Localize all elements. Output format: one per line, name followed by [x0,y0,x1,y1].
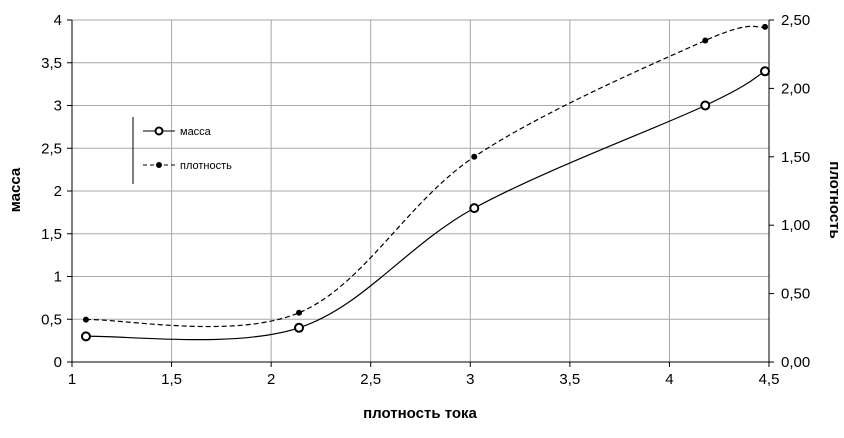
x-tick-label: 1 [68,371,76,388]
y2-tick-label: 2,00 [781,80,810,97]
y2-axis-ticks: 0,00 0,50 1,00 1,50 2,00 2,50 [769,12,810,371]
x-axis-title: плотность тока [363,405,477,422]
y2-tick-label: 0,00 [781,354,810,371]
x-axis-ticks: 1 1,5 2 2,5 3 3,5 4 4,5 [68,362,780,388]
x-tick-label: 2,5 [360,371,381,388]
grid-lines [72,19,770,362]
data-point [82,316,89,323]
data-point [760,66,771,77]
series-line [85,70,766,341]
y-tick-label: 3,5 [41,55,62,72]
y-tick-label: 0,5 [41,311,62,328]
x-tick-label: 4,5 [759,371,780,388]
data-point [471,153,478,160]
data-point [762,23,769,30]
data-point [294,322,305,333]
y-tick-label: 4 [54,12,62,29]
legend-label-density: плотность [180,160,232,172]
legend-marker-density [156,162,162,168]
data-point [296,309,303,316]
y-tick-label: 0 [54,354,62,371]
y2-axis-title: плотность [826,161,843,238]
data-point [700,100,711,111]
x-tick-label: 4 [665,371,673,388]
y2-tick-label: 1,50 [781,149,810,166]
legend-marker-mass [154,126,164,136]
y-axis-ticks: 0 0,5 1 1,5 2 2,5 3 3,5 4 [41,12,72,371]
data-point [469,203,480,214]
series-mass [80,66,771,342]
y2-tick-label: 2,50 [781,12,810,29]
data-point [80,331,91,342]
y-tick-label: 2,5 [41,140,62,157]
series-line [85,25,766,328]
y-tick-label: 3 [54,98,62,115]
y2-tick-label: 0,50 [781,286,810,303]
x-tick-label: 3,5 [559,371,580,388]
series-layer [80,23,771,342]
data-point [702,37,709,44]
series-density [82,23,769,328]
y-axis-title: масса [7,167,24,212]
y-tick-label: 1,5 [41,226,62,243]
y-tick-label: 1 [54,269,62,286]
x-tick-label: 3 [466,371,474,388]
y-tick-label: 2 [54,183,62,200]
x-tick-label: 2 [267,371,275,388]
legend: масса плотность [132,117,232,184]
y2-tick-label: 1,00 [781,217,810,234]
legend-label-mass: масса [180,126,212,138]
x-tick-label: 1,5 [161,371,182,388]
